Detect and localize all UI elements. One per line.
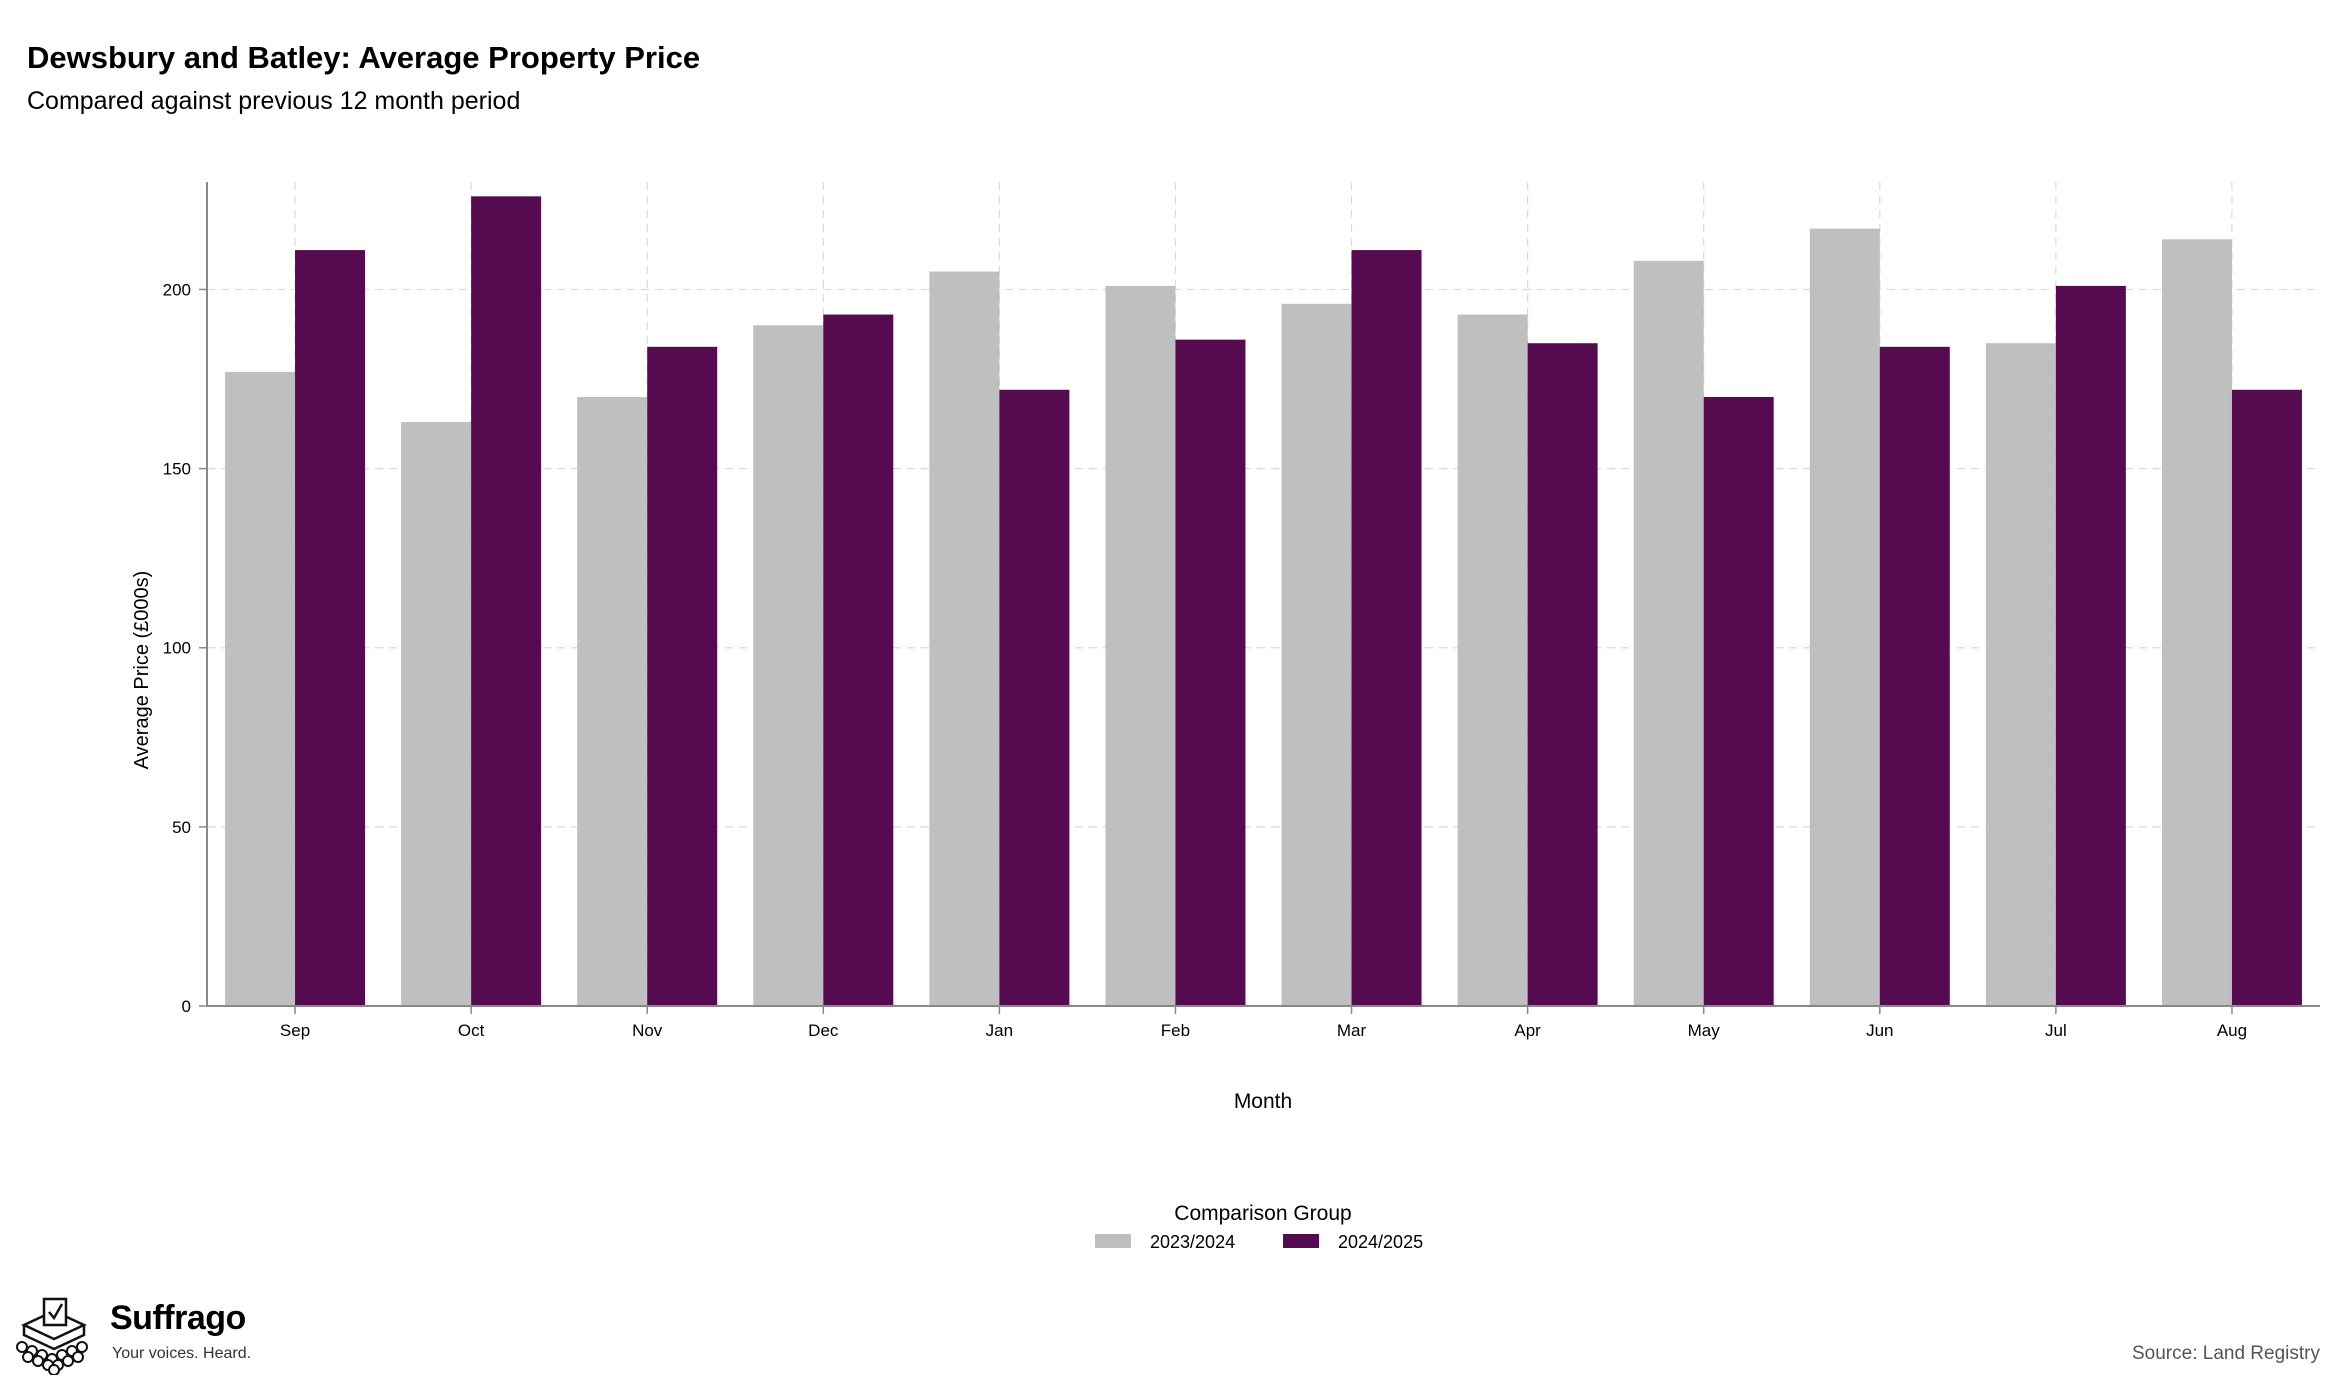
bar-nov-2024-2025 (647, 346, 718, 1006)
chart-subtitle: Compared against previous 12 month perio… (27, 87, 521, 115)
bar-apr-2023-2024 (1457, 314, 1528, 1006)
legend-label: 2024/2025 (1338, 1232, 1423, 1252)
bar-sep-2023-2024 (225, 371, 296, 1006)
x-tick-label: Jun (1866, 1021, 1893, 1040)
x-tick-label: Dec (808, 1021, 839, 1040)
legend: 2023/2024 2024/2025 (1095, 1232, 1423, 1252)
brand-logo: Suffrago Your voices. Heard. (14, 1295, 294, 1376)
bar-dec-2024-2025 (823, 314, 894, 1006)
bar-mar-2024-2025 (1351, 250, 1422, 1006)
bar-oct-2023-2024 (401, 422, 472, 1006)
bar-feb-2024-2025 (1175, 339, 1246, 1007)
legend-swatch (1095, 1234, 1131, 1248)
bar-nov-2023-2024 (577, 396, 648, 1006)
x-tick-label: Jul (2045, 1021, 2067, 1040)
x-tick-label: Feb (1161, 1021, 1190, 1040)
x-tick-label: Nov (632, 1021, 663, 1040)
source-note: Source: Land Registry (2132, 1343, 2320, 1364)
ballot-box-icon (16, 1297, 88, 1376)
y-tick-label: 50 (172, 818, 191, 837)
bar-aug-2023-2024 (2161, 239, 2232, 1007)
bar-jan-2023-2024 (929, 271, 1000, 1007)
y-tick-label: 200 (163, 280, 191, 299)
legend-label: 2023/2024 (1150, 1232, 1235, 1252)
x-tick-label: Apr (1514, 1021, 1541, 1040)
bar-sep-2024-2025 (295, 250, 366, 1006)
bar-jul-2023-2024 (1985, 343, 2056, 1006)
bar-dec-2023-2024 (753, 325, 824, 1007)
x-tick-label: Sep (280, 1021, 310, 1040)
x-tick-label: Mar (1337, 1021, 1367, 1040)
x-axis-label: Month (1234, 1090, 1292, 1113)
bar-jun-2023-2024 (1809, 228, 1880, 1006)
brand-name: Suffrago (110, 1299, 246, 1337)
bar-jul-2024-2025 (2055, 285, 2126, 1007)
bar-oct-2024-2025 (471, 196, 542, 1006)
axes: 0 50 100 150 200 Sep Oct Nov Dec Jan Feb Mar Apr May J… (163, 182, 2320, 1040)
x-tick-label: Oct (458, 1021, 485, 1040)
x-tick-label: Aug (2217, 1021, 2247, 1040)
bar-jan-2024-2025 (999, 389, 1070, 1007)
bar-mar-2023-2024 (1281, 303, 1352, 1006)
bars (225, 196, 2302, 1007)
bar-may-2023-2024 (1633, 260, 1704, 1006)
bar-aug-2024-2025 (2231, 389, 2302, 1007)
legend-swatch (1283, 1234, 1319, 1248)
y-tick-label: 150 (163, 460, 191, 479)
bar-may-2024-2025 (1703, 396, 1774, 1006)
x-tick-label: Jan (986, 1021, 1013, 1040)
bar-apr-2024-2025 (1527, 343, 1598, 1006)
y-tick-label: 0 (182, 997, 191, 1016)
bar-feb-2023-2024 (1105, 285, 1176, 1007)
chart-title: Dewsbury and Batley: Average Property Pr… (27, 40, 701, 75)
y-tick-label: 100 (163, 639, 191, 658)
legend-title: Comparison Group (1174, 1202, 1351, 1225)
brand-tagline: Your voices. Heard. (112, 1345, 252, 1362)
y-axis-label: Average Price (£000s) (131, 571, 153, 770)
x-tick-label: May (1688, 1021, 1721, 1040)
bar-jun-2024-2025 (1879, 346, 1950, 1006)
